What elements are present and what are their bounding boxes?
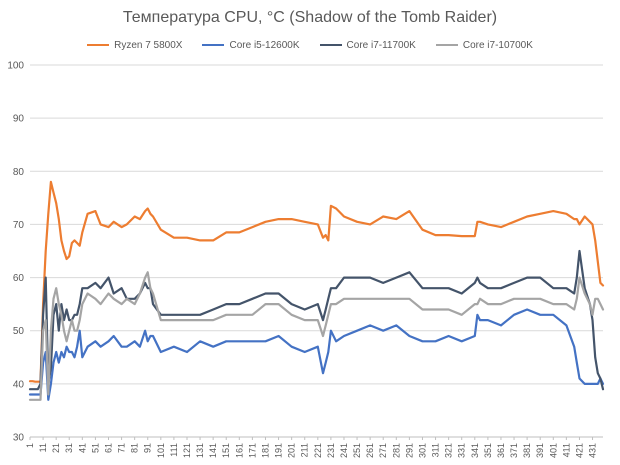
series-line — [28, 180, 605, 383]
x-tick-label: 111 — [169, 443, 179, 457]
x-tick-label: 151 — [221, 443, 231, 458]
x-tick-label: 81 — [130, 443, 140, 453]
legend-item: Ryzen 7 5800X — [87, 38, 182, 52]
chart-title: Температура CPU, °C (Shadow of the Tomb … — [122, 9, 498, 26]
y-tick-label: 40 — [13, 379, 25, 390]
x-tick-label: 171 — [247, 443, 257, 458]
legend-swatch — [319, 43, 342, 47]
x-tick-label: 231 — [326, 443, 336, 458]
x-tick-label: 101 — [156, 443, 166, 458]
x-tick-label: 321 — [444, 443, 454, 458]
x-tick-label: 311 — [431, 443, 441, 457]
x-tick-label: 281 — [391, 443, 401, 458]
x-tick-label: 211 — [300, 443, 310, 457]
series-line — [28, 271, 605, 401]
x-tick-label: 391 — [535, 443, 545, 458]
x-tick-label: 1 — [25, 443, 35, 448]
legend-label: Core i5-12600K — [229, 39, 300, 51]
series-line — [28, 308, 605, 401]
x-tick-label: 381 — [522, 443, 532, 458]
x-tick-label: 221 — [313, 443, 323, 458]
legend-swatch — [435, 43, 458, 47]
x-tick-label: 411 — [561, 443, 571, 457]
x-tick-label: 431 — [588, 443, 598, 458]
legend-label: Ryzen 7 5800X — [114, 39, 183, 51]
y-tick-label: 30 — [13, 433, 25, 444]
x-tick-label: 331 — [457, 443, 467, 458]
x-tick-label: 291 — [404, 443, 414, 458]
x-tick-label: 301 — [417, 443, 427, 458]
x-tick-label: 161 — [234, 443, 244, 458]
x-tick-label: 121 — [182, 443, 192, 458]
x-tick-label: 191 — [274, 443, 284, 458]
y-tick-label: 90 — [13, 114, 25, 125]
x-tick-label: 31 — [64, 443, 74, 453]
x-tick-label: 71 — [117, 443, 127, 453]
x-tick-label: 41 — [77, 443, 87, 453]
x-tick-label: 371 — [509, 443, 519, 458]
y-tick-label: 100 — [7, 61, 24, 72]
legend-item: Core i7-11700K — [319, 38, 416, 52]
x-tick-label: 51 — [90, 443, 100, 453]
x-tick-label: 91 — [143, 443, 153, 453]
x-tick-label: 261 — [365, 443, 375, 458]
y-tick-label: 60 — [13, 273, 25, 284]
x-tick-label: 61 — [103, 443, 113, 453]
x-tick-label: 401 — [548, 443, 558, 458]
x-tick-label: 251 — [352, 443, 362, 458]
x-tick-label: 421 — [574, 443, 584, 458]
x-tick-label: 361 — [496, 443, 506, 458]
chart-legend: Ryzen 7 5800X Core i5-12600K Core i7-11700… — [0, 38, 620, 52]
series-line — [28, 249, 605, 391]
x-tick-label: 341 — [470, 443, 480, 458]
x-tick-label: 351 — [483, 443, 493, 458]
legend-label: Core i7-11700K — [346, 39, 416, 51]
y-tick-label: 80 — [13, 167, 25, 178]
legend-item: Core i7-10700K — [435, 38, 533, 52]
x-tick-label: 181 — [260, 443, 270, 458]
y-tick-label: 70 — [13, 220, 25, 231]
legend-item: Core i5-12600K — [202, 38, 300, 52]
legend-swatch — [87, 43, 110, 47]
x-tick-label: 241 — [339, 443, 349, 458]
x-tick-label: 131 — [195, 443, 205, 458]
y-tick-label: 50 — [13, 326, 25, 337]
legend-label: Core i7-10700K — [462, 39, 533, 51]
x-tick-label: 21 — [51, 443, 61, 453]
x-tick-label: 141 — [208, 443, 218, 458]
x-tick-label: 201 — [287, 443, 297, 458]
x-tick-label: 11 — [38, 443, 48, 452]
legend-swatch — [202, 43, 225, 47]
x-tick-label: 271 — [378, 443, 388, 458]
